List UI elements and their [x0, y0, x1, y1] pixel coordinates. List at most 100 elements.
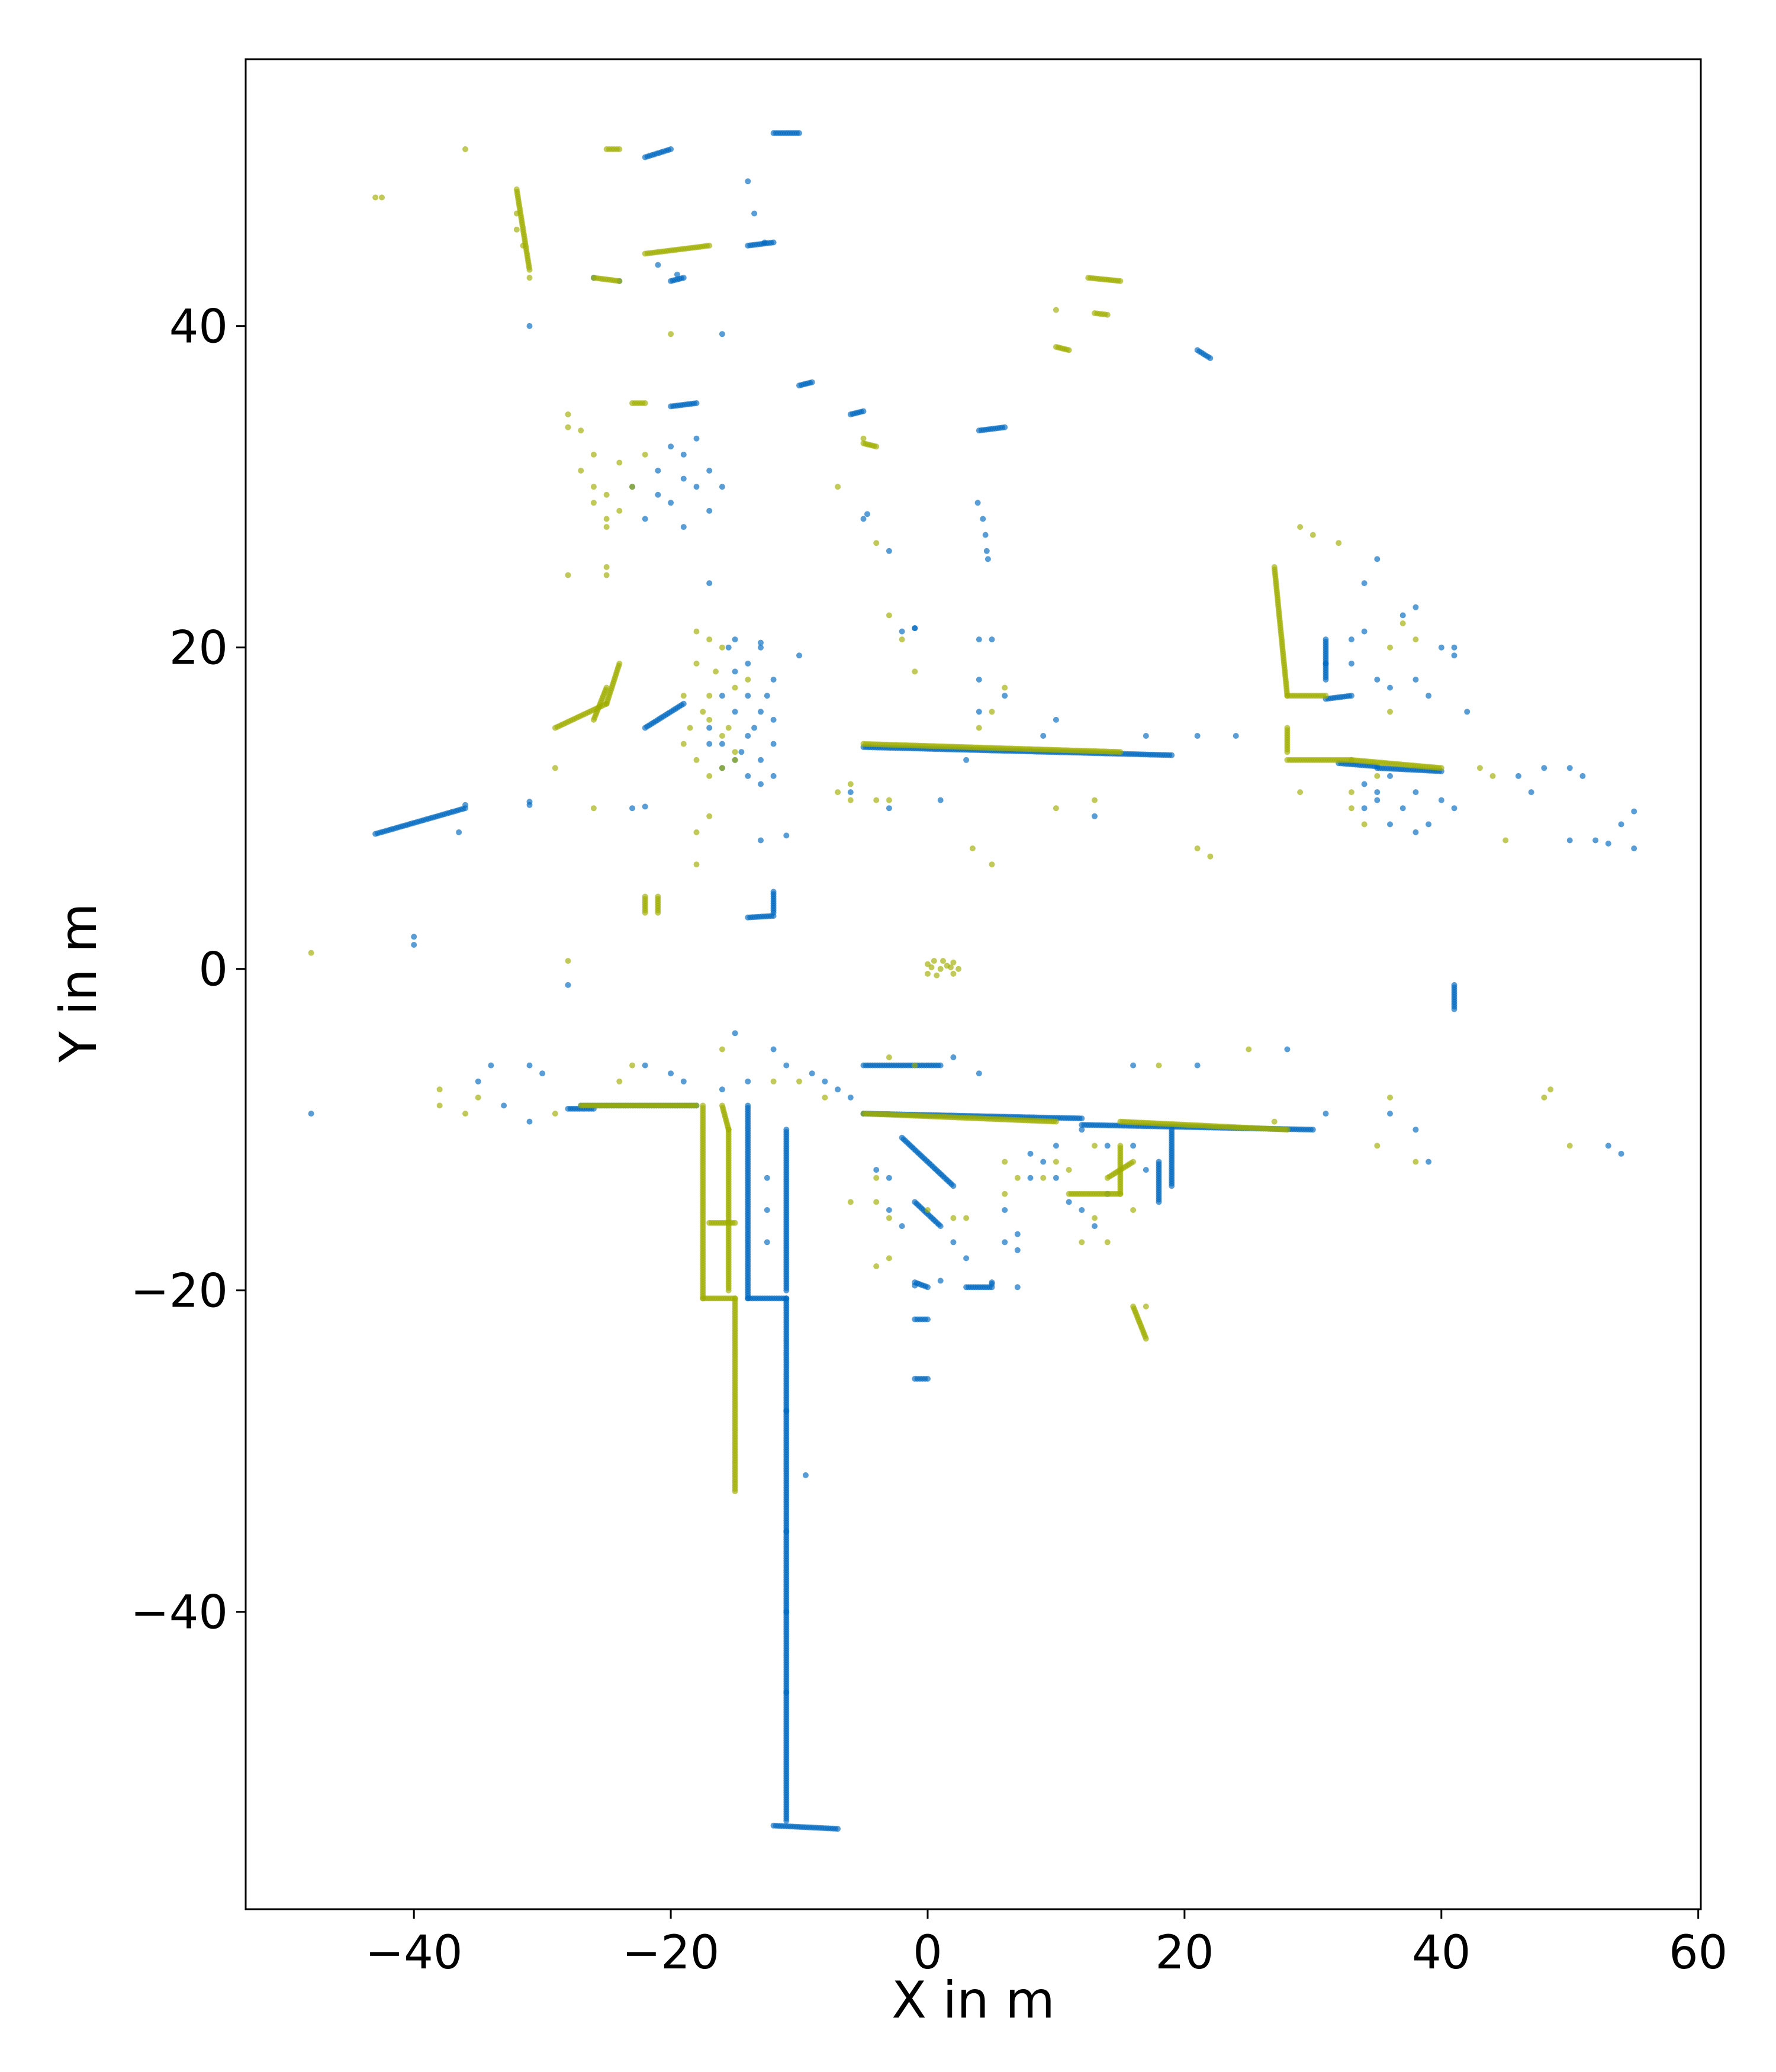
data-point — [693, 628, 700, 635]
data-point — [783, 1287, 790, 1294]
y-axis-label: Y in m — [49, 903, 108, 1063]
data-point — [989, 709, 995, 715]
data-point — [616, 1078, 623, 1085]
data-point — [770, 741, 777, 747]
data-point — [1413, 604, 1419, 610]
data-point — [873, 540, 880, 546]
data-point — [912, 1282, 918, 1289]
data-point — [642, 1062, 648, 1069]
data-point — [974, 500, 981, 506]
data-point — [1399, 620, 1406, 626]
data-point — [1541, 1094, 1547, 1101]
data-point — [989, 1280, 995, 1287]
data-point — [706, 741, 713, 747]
data-point — [590, 805, 597, 812]
data-point — [655, 491, 661, 498]
data-point — [513, 210, 520, 217]
data-point — [822, 1078, 828, 1085]
data-point — [603, 524, 610, 530]
data-point — [1547, 1086, 1554, 1093]
y-tick-label: −20 — [130, 1265, 228, 1318]
data-point — [1361, 628, 1368, 635]
data-point — [758, 639, 764, 646]
data-point — [526, 266, 533, 273]
data-point — [796, 652, 802, 659]
data-point — [629, 484, 635, 490]
data-point — [706, 507, 713, 514]
data-point — [1079, 1127, 1085, 1133]
data-point — [436, 1086, 443, 1093]
y-tick-label: −40 — [130, 1587, 228, 1640]
data-point — [886, 612, 892, 619]
data-point — [706, 693, 713, 699]
data-point — [642, 893, 648, 900]
data-point — [976, 709, 982, 715]
data-point — [462, 146, 468, 152]
data-point — [1631, 845, 1637, 852]
data-point — [835, 789, 841, 796]
data-point — [1104, 1143, 1111, 1149]
data-point — [1605, 1143, 1611, 1149]
data-point — [864, 511, 870, 517]
data-point — [822, 1094, 828, 1101]
data-point — [989, 861, 995, 868]
data-point — [745, 1078, 751, 1085]
data-point — [655, 909, 661, 916]
data-point — [1413, 789, 1419, 796]
data-point — [552, 765, 558, 771]
data-point — [674, 271, 680, 278]
data-point — [1426, 821, 1432, 828]
data-point — [950, 1183, 957, 1189]
data-point — [1027, 1150, 1034, 1157]
data-point — [565, 572, 571, 578]
data-point — [980, 516, 986, 522]
data-point — [1361, 821, 1368, 828]
data-point — [1117, 278, 1124, 284]
x-tick-label: −20 — [622, 1926, 720, 1980]
data-point — [693, 829, 700, 835]
data-point — [931, 958, 937, 964]
data-point — [1271, 1118, 1278, 1125]
data-point — [693, 484, 700, 490]
data-point — [629, 1062, 635, 1069]
data-point — [1374, 556, 1381, 562]
data-point — [719, 484, 725, 490]
data-point — [539, 1070, 546, 1077]
data-point — [1323, 660, 1329, 667]
data-point — [1117, 1191, 1124, 1197]
data-point — [526, 275, 533, 281]
data-point — [1066, 347, 1072, 353]
data-point — [934, 972, 940, 979]
data-point — [835, 1086, 841, 1093]
data-point — [937, 797, 944, 803]
data-point — [783, 1689, 790, 1695]
data-point — [680, 700, 687, 707]
data-point — [770, 1078, 777, 1085]
data-point — [1053, 805, 1059, 812]
data-point — [912, 668, 918, 675]
data-point — [706, 725, 713, 731]
data-point — [616, 459, 623, 466]
data-point — [1399, 612, 1406, 619]
y-axis: −40 −20 0 20 40 — [130, 301, 246, 1640]
data-point — [886, 1255, 892, 1262]
data-point — [1348, 805, 1354, 812]
data-point — [1387, 1111, 1393, 1117]
data-point — [982, 532, 989, 538]
data-point — [526, 323, 533, 329]
data-point — [1579, 773, 1586, 779]
data-point — [668, 500, 674, 506]
data-point — [616, 660, 623, 667]
data-point — [616, 278, 623, 284]
data-point — [693, 1102, 700, 1109]
data-point — [745, 178, 751, 185]
x-axis: −40 −20 0 20 40 60 — [365, 1909, 1727, 1980]
data-point — [642, 803, 648, 810]
data-point — [1541, 765, 1547, 771]
data-point — [758, 781, 764, 787]
data-point — [680, 475, 687, 482]
data-point — [745, 733, 751, 739]
data-point — [873, 1263, 880, 1269]
data-point — [411, 934, 417, 940]
data-point — [950, 1215, 957, 1221]
